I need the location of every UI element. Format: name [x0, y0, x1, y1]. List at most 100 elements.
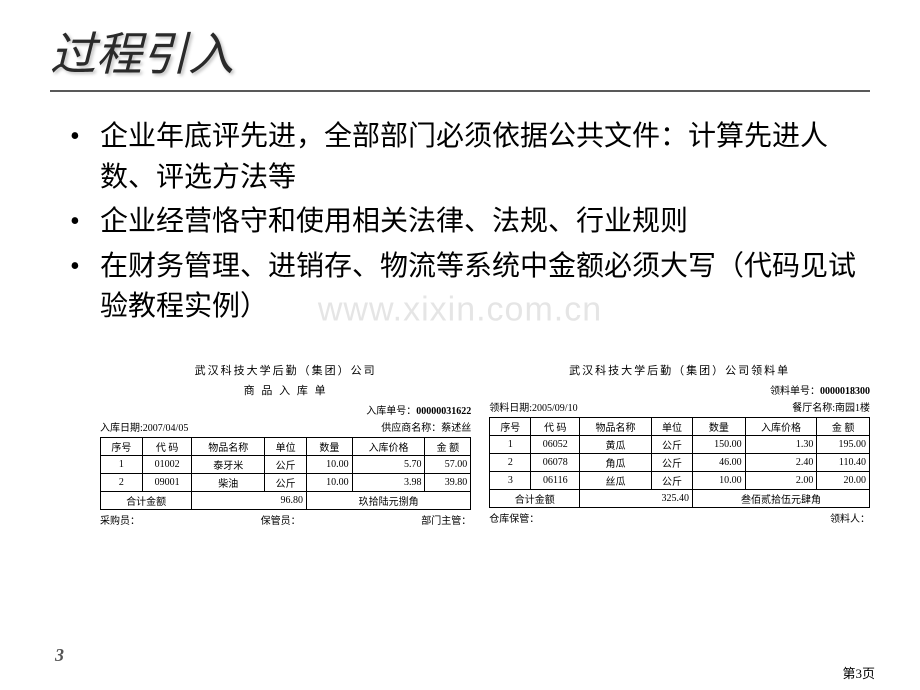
cell: 195.00	[817, 435, 870, 453]
total-value: 325.40	[580, 489, 693, 507]
cell: 3	[490, 471, 531, 489]
col-header: 物品名称	[192, 437, 265, 455]
cell: 150.00	[693, 435, 746, 453]
page-footer: 第3页	[842, 663, 875, 682]
col-header: 金 额	[817, 417, 870, 435]
right-date-label: 领料日期:	[489, 403, 532, 414]
total-value: 96.80	[192, 491, 307, 509]
right-data-table: 序号 代 码 物品名称 单位 数量 入库价格 金 额 1 06052 黄瓜 公斤…	[489, 417, 870, 508]
cell: 柴油	[192, 473, 265, 491]
cell: 公斤	[265, 473, 307, 491]
cell: 2.40	[745, 453, 817, 471]
bullet-item: 企业年底评先进，全部部门必须依据公共文件：计算先进人数、评选方法等	[70, 117, 870, 198]
cell: 2	[490, 453, 531, 471]
col-header: 金 额	[425, 437, 471, 455]
cell: 公斤	[651, 453, 692, 471]
cell: 06052	[531, 435, 580, 453]
table-row: 2 09001 柴油 公斤 10.00 3.98 39.80	[101, 473, 471, 491]
table-header-row: 序号 代 码 物品名称 单位 数量 入库价格 金 额	[490, 417, 870, 435]
cell: 2.00	[745, 471, 817, 489]
cell: 角瓜	[580, 453, 652, 471]
cell: 2	[101, 473, 143, 491]
cell: 10.00	[306, 455, 352, 473]
slide: 过程引入 企业年底评先进，全部部门必须依据公共文件：计算先进人数、评选方法等 企…	[0, 0, 920, 690]
left-date: 2007/04/05	[143, 423, 189, 434]
col-header: 数量	[693, 417, 746, 435]
left-org: 武汉科技大学后勤（集团）公司	[100, 362, 471, 378]
tables-container: 武汉科技大学后勤（集团）公司 商 品 入 库 单 入库单号：0000003162…	[50, 362, 870, 527]
table-row: 1 06052 黄瓜 公斤 150.00 1.30 195.00	[490, 435, 870, 453]
left-data-table: 序号 代 码 物品名称 单位 数量 入库价格 金 额 1 01002 泰牙米 公…	[100, 437, 471, 510]
total-row: 合计金额 96.80 玖拾陆元捌角	[101, 491, 471, 509]
footer-right: 领料人：	[830, 510, 870, 525]
footer-left: 采购员：	[100, 512, 140, 527]
total-cn: 玖拾陆元捌角	[306, 491, 470, 509]
right-dept-label: 餐厅名称:	[792, 403, 835, 414]
total-label: 合计金额	[490, 489, 580, 507]
cell: 46.00	[693, 453, 746, 471]
cell: 公斤	[265, 455, 307, 473]
inbound-table: 武汉科技大学后勤（集团）公司 商 品 入 库 单 入库单号：0000003162…	[100, 362, 471, 527]
col-header: 序号	[490, 417, 531, 435]
cell: 06078	[531, 453, 580, 471]
col-header: 代 码	[531, 417, 580, 435]
cell: 3.98	[352, 473, 425, 491]
table-header-row: 序号 代 码 物品名称 单位 数量 入库价格 金 额	[101, 437, 471, 455]
right-docno-label: 领料单号：	[770, 386, 820, 397]
left-supplier: 蔡述丝	[441, 423, 471, 434]
col-header: 物品名称	[580, 417, 652, 435]
right-org: 武汉科技大学后勤（集团）公司领料单	[489, 362, 870, 378]
slide-title: 过程引入	[50, 18, 870, 84]
bullet-list: 企业年底评先进，全部部门必须依据公共文件：计算先进人数、评选方法等 企业经营恪守…	[50, 117, 870, 328]
table-row: 2 06078 角瓜 公斤 46.00 2.40 110.40	[490, 453, 870, 471]
cell: 110.40	[817, 453, 870, 471]
cell: 1	[101, 455, 143, 473]
right-date: 2005/09/10	[532, 403, 578, 414]
cell: 1	[490, 435, 531, 453]
col-header: 入库价格	[352, 437, 425, 455]
left-docno-label: 入库单号：	[366, 406, 416, 417]
total-label: 合计金额	[101, 491, 192, 509]
table-row: 3 06116 丝瓜 公斤 10.00 2.00 20.00	[490, 471, 870, 489]
col-header: 入库价格	[745, 417, 817, 435]
page-number: 3	[55, 645, 64, 666]
cell: 57.00	[425, 455, 471, 473]
cell: 39.80	[425, 473, 471, 491]
left-footer: 采购员： 保管员： 部门主管：	[100, 512, 471, 527]
col-header: 代 码	[142, 437, 192, 455]
footer-left: 仓库保管：	[489, 510, 539, 525]
right-footer: 仓库保管： 领料人：	[489, 510, 870, 525]
right-docno: 0000018300	[820, 386, 870, 397]
cell: 10.00	[306, 473, 352, 491]
bullet-item: 在财务管理、进销存、物流等系统中金额必须大写（代码见试验教程实例）	[70, 247, 870, 328]
outbound-table: 武汉科技大学后勤（集团）公司领料单 领料单号：0000018300 领料日期:2…	[489, 362, 870, 527]
cell: 1.30	[745, 435, 817, 453]
cell: 丝瓜	[580, 471, 652, 489]
left-supplier-label: 供应商名称：	[381, 423, 441, 434]
cell: 5.70	[352, 455, 425, 473]
cell: 01002	[142, 455, 192, 473]
total-row: 合计金额 325.40 叁佰贰拾伍元肆角	[490, 489, 870, 507]
table-row: 1 01002 泰牙米 公斤 10.00 5.70 57.00	[101, 455, 471, 473]
cell: 黄瓜	[580, 435, 652, 453]
col-header: 数量	[306, 437, 352, 455]
left-docno: 00000031622	[416, 406, 471, 417]
footer-mid: 保管员：	[261, 512, 301, 527]
col-header: 单位	[265, 437, 307, 455]
cell: 泰牙米	[192, 455, 265, 473]
divider	[50, 90, 870, 92]
footer-right: 部门主管：	[421, 512, 471, 527]
cell: 20.00	[817, 471, 870, 489]
cell: 10.00	[693, 471, 746, 489]
right-dept: 南园1楼	[835, 403, 870, 414]
bullet-item: 企业经营恪守和使用相关法律、法规、行业规则	[70, 202, 870, 243]
cell: 公斤	[651, 471, 692, 489]
left-date-label: 入库日期:	[100, 423, 143, 434]
left-doc-title: 商 品 入 库 单	[100, 382, 471, 398]
cell: 09001	[142, 473, 192, 491]
cell: 06116	[531, 471, 580, 489]
col-header: 序号	[101, 437, 143, 455]
col-header: 单位	[651, 417, 692, 435]
cell: 公斤	[651, 435, 692, 453]
total-cn: 叁佰贰拾伍元肆角	[693, 489, 870, 507]
